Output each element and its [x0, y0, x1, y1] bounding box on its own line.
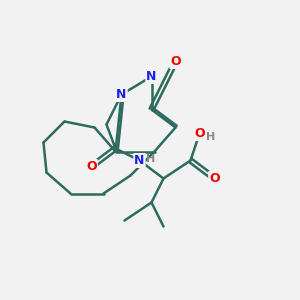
Text: O: O	[86, 160, 97, 173]
Text: N: N	[116, 88, 127, 101]
Text: O: O	[209, 172, 220, 185]
Text: H: H	[146, 154, 155, 164]
Text: N: N	[146, 70, 157, 83]
Text: H: H	[206, 132, 215, 142]
Text: O: O	[170, 55, 181, 68]
Text: O: O	[194, 127, 205, 140]
Text: N: N	[134, 154, 145, 167]
